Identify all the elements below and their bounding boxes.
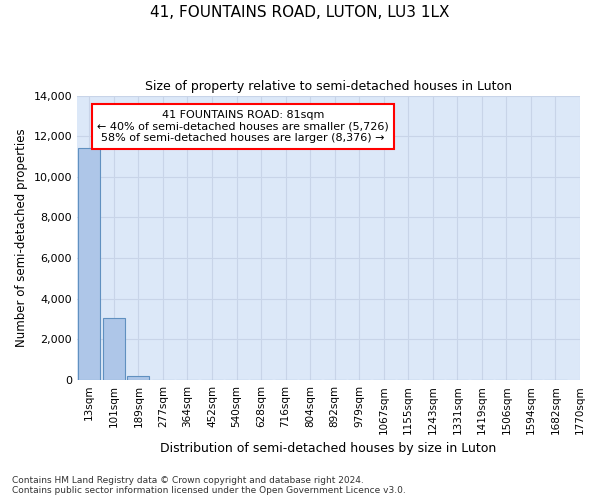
X-axis label: Distribution of semi-detached houses by size in Luton: Distribution of semi-detached houses by … xyxy=(160,442,497,455)
Text: 41, FOUNTAINS ROAD, LUTON, LU3 1LX: 41, FOUNTAINS ROAD, LUTON, LU3 1LX xyxy=(150,5,450,20)
Bar xyxy=(127,376,149,380)
Bar xyxy=(103,318,125,380)
Title: Size of property relative to semi-detached houses in Luton: Size of property relative to semi-detach… xyxy=(145,80,512,93)
Y-axis label: Number of semi-detached properties: Number of semi-detached properties xyxy=(15,128,28,347)
Bar xyxy=(78,148,100,380)
Text: Contains HM Land Registry data © Crown copyright and database right 2024.
Contai: Contains HM Land Registry data © Crown c… xyxy=(12,476,406,495)
Text: 41 FOUNTAINS ROAD: 81sqm
← 40% of semi-detached houses are smaller (5,726)
58% o: 41 FOUNTAINS ROAD: 81sqm ← 40% of semi-d… xyxy=(97,110,389,143)
